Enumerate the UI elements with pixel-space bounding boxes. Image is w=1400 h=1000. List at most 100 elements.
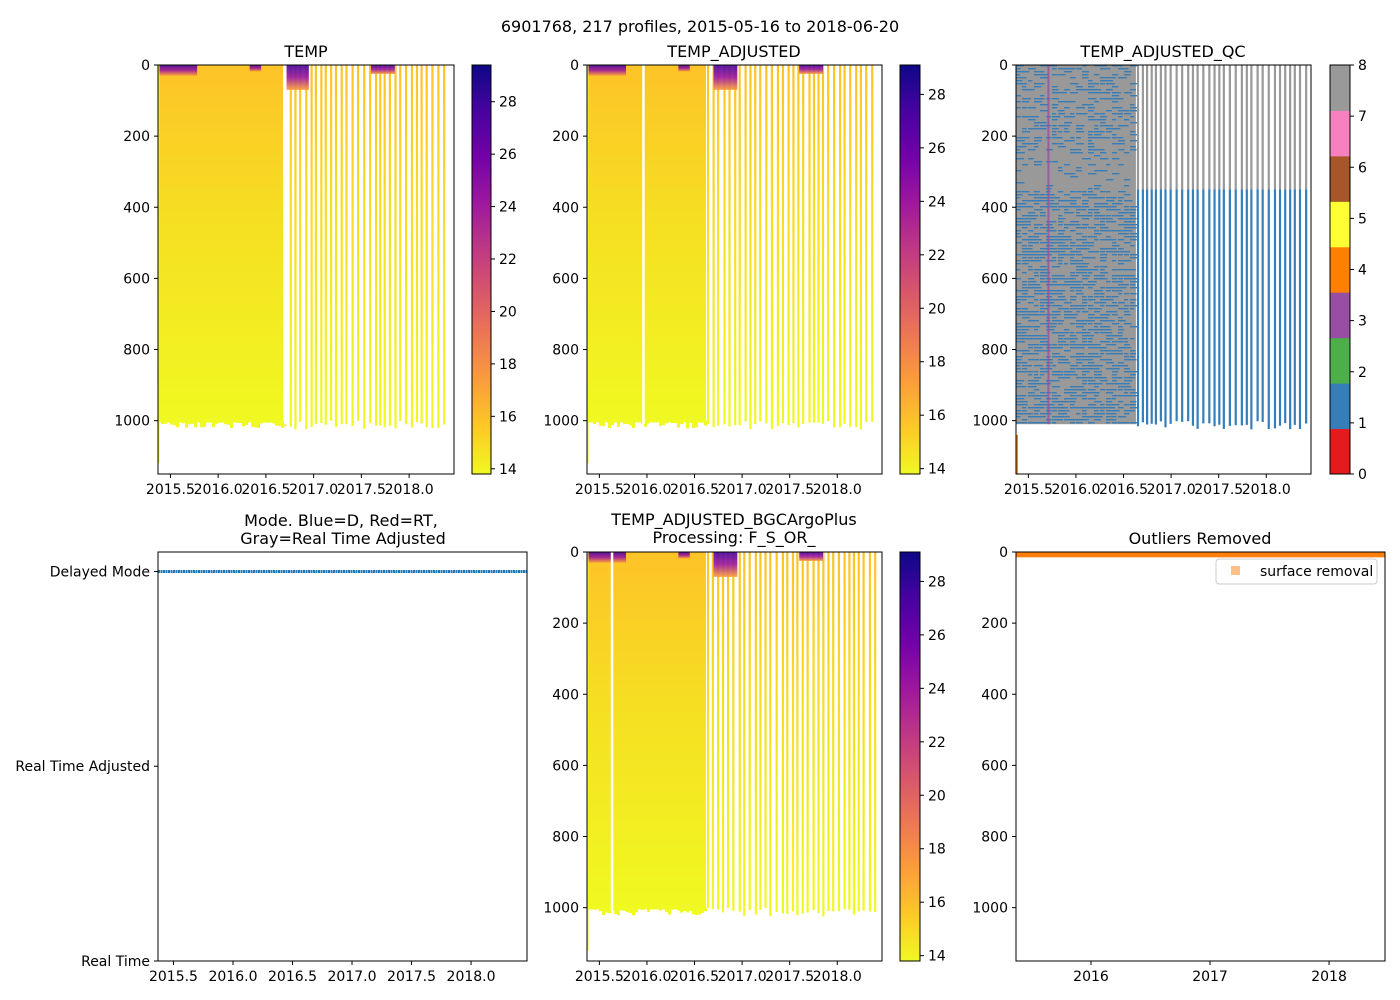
- qc-flag1-cell: [1040, 275, 1048, 277]
- qc-flag1-cell: [1016, 194, 1023, 196]
- qc-flag1-cell: [1052, 266, 1061, 268]
- qc-flag1-cell: [1070, 176, 1079, 178]
- qc-flag1-cell: [1058, 341, 1067, 343]
- qc-flag1-cell: [1028, 128, 1035, 130]
- qc-profile-flag1: [1164, 189, 1167, 428]
- qc-flag1-cell: [1016, 74, 1021, 76]
- qc-flag1-cell: [1016, 290, 1023, 292]
- temp-adjusted-xtick-label: 2017.5: [765, 482, 814, 498]
- qc-flag1-cell: [1118, 107, 1123, 109]
- qc-flag1-cell: [1022, 308, 1029, 310]
- qc-flag1-cell: [1100, 98, 1109, 100]
- qc-flag1-cell: [1094, 308, 1102, 310]
- temp-profile-tail: [269, 420, 272, 422]
- qc-flag1-cell: [1058, 335, 1065, 337]
- qc-profile-flag1: [1191, 189, 1195, 426]
- qc-flag1-cell: [1082, 209, 1087, 211]
- qc-flag1-cell: [1088, 245, 1094, 247]
- qc-flag1-cell: [1076, 344, 1083, 346]
- qc-flag1-cell: [1082, 383, 1087, 385]
- qc-flag1-cell: [1022, 71, 1030, 73]
- qc-flag1-cell: [1130, 377, 1136, 379]
- qc-flag1-cell: [1040, 308, 1049, 310]
- qc-flag1-cell: [1028, 281, 1037, 283]
- qc-flag1-cell: [1070, 296, 1077, 298]
- qc-flag1-cell: [1112, 380, 1117, 382]
- qc-flag1-cell: [1130, 422, 1139, 424]
- outliers-ytick-label: 0: [999, 545, 1008, 561]
- qc-flag1-cell: [1130, 389, 1136, 391]
- qc-flag1-cell: [1052, 395, 1061, 397]
- qc-flag1-cell: [1106, 392, 1114, 394]
- qc-flag1-cell: [1022, 314, 1031, 316]
- qc-flag1-cell: [1112, 404, 1120, 406]
- temp-adjusted-surface-warm: [587, 65, 627, 76]
- qc-flag1-cell: [1076, 287, 1085, 289]
- qc-flag1-cell: [1100, 68, 1107, 70]
- qc-flag1-cell: [1052, 380, 1060, 382]
- qc-flag1-cell: [1028, 380, 1037, 382]
- temp-adjusted-profile: [792, 65, 795, 424]
- qc-flag1-cell: [1124, 110, 1130, 112]
- qc-flag1-cell: [1052, 275, 1060, 277]
- qc-flag1-cell: [1082, 263, 1089, 265]
- qc-profile-flag8: [1187, 65, 1190, 190]
- qc-flag1-cell: [1100, 77, 1106, 79]
- qc-flag1-cell: [1100, 266, 1108, 268]
- qc-flag1-cell: [1088, 149, 1096, 151]
- qc-flag1-cell: [1094, 119, 1102, 121]
- temp-adjusted-profile: [754, 65, 757, 425]
- qc-flag1-cell: [1124, 359, 1131, 361]
- qc-flag1-cell: [1034, 380, 1039, 382]
- temp-adjusted-data-gap: [642, 65, 645, 425]
- qc-flag1-cell: [1022, 326, 1031, 328]
- qc-flag1-cell: [1082, 368, 1089, 370]
- qc-flag1-cell: [1070, 317, 1077, 319]
- panel-outliers-plot-area: [1016, 552, 1385, 558]
- qc-flag1-cell: [1058, 332, 1064, 334]
- bgc-profile-tail: [701, 907, 704, 913]
- qc-flag1-cell: [1088, 284, 1096, 286]
- qc-flag1-cell: [1124, 113, 1132, 115]
- qc-flag1-cell: [1052, 314, 1061, 316]
- qc-flag1-cell: [1052, 284, 1060, 286]
- bgc-ytick-label: 600: [552, 758, 579, 774]
- qc-flag1-cell: [1082, 320, 1089, 322]
- qc-flag1-cell: [1058, 251, 1066, 253]
- bgc-xtick-label: 2016.5: [670, 969, 719, 985]
- qc-flag1-cell: [1064, 401, 1070, 403]
- qc-flag1-cell: [1022, 248, 1031, 250]
- qc-flag1-cell: [1040, 338, 1048, 340]
- qc-flag1-cell: [1112, 248, 1117, 250]
- qc-cb-label: 8: [1358, 58, 1367, 74]
- qc-flag1-cell: [1088, 368, 1095, 370]
- qc-flag1-cell: [1082, 392, 1090, 394]
- panel-temp-axes: 2015.52016.02016.52017.02017.52018.00200…: [114, 58, 433, 498]
- qc-flag1-cell: [1064, 254, 1073, 256]
- qc-flag1-cell: [1112, 95, 1120, 97]
- panel-mode-axes: 2015.5 2016.0 2016.5 2017.0 2017.5 2018.0Dela…: [15, 564, 495, 985]
- qc-flag1-cell: [1034, 347, 1043, 349]
- qc-flag1-cell: [1064, 377, 1071, 379]
- qc-flag1-cell: [1118, 362, 1124, 364]
- qc-flag1-cell: [1082, 311, 1089, 313]
- qc-flag1-cell: [1022, 413, 1031, 415]
- temp-ytick-label: 600: [123, 271, 150, 287]
- qc-profile-flag8: [1191, 65, 1195, 190]
- qc-flag1-cell: [1118, 68, 1125, 70]
- temp-adjusted-dense-block: [587, 65, 706, 423]
- qc-flag1-cell: [1124, 365, 1129, 367]
- qc-flag1-cell: [1088, 107, 1096, 109]
- qc-flag1-cell: [1022, 254, 1029, 256]
- temp-profile: [399, 65, 402, 422]
- qc-flag1-cell: [1124, 227, 1132, 229]
- bgc-profile-tail: [680, 907, 683, 913]
- qc-flag1-cell: [1028, 80, 1033, 82]
- qc-flag1-cell: [1022, 419, 1028, 421]
- qc-flag1-cell: [1034, 404, 1043, 406]
- qc-flag1-cell: [1070, 332, 1075, 334]
- qc-flag1-cell: [1058, 347, 1063, 349]
- qc-flag1-cell: [1034, 122, 1043, 124]
- temp-profile: [330, 65, 333, 421]
- bgc-profile: [868, 552, 872, 912]
